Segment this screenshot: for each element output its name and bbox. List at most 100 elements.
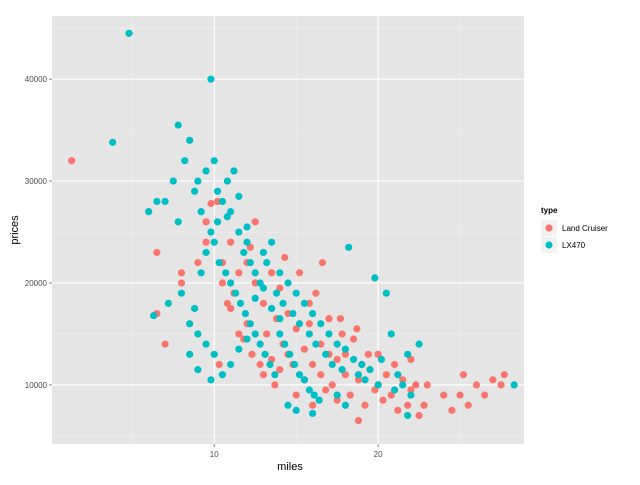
data-point bbox=[177, 289, 186, 297]
data-point bbox=[248, 350, 256, 358]
data-point bbox=[295, 269, 304, 277]
data-point bbox=[382, 371, 390, 379]
data-point bbox=[202, 248, 210, 257]
data-point bbox=[109, 138, 117, 146]
data-point bbox=[259, 371, 268, 379]
data-point bbox=[341, 371, 349, 379]
data-point bbox=[271, 371, 279, 379]
data-point bbox=[223, 177, 231, 185]
data-point bbox=[186, 136, 194, 144]
data-point bbox=[464, 401, 472, 409]
data-point bbox=[500, 371, 508, 379]
data-point bbox=[412, 381, 420, 389]
data-point bbox=[305, 386, 313, 394]
data-point bbox=[259, 284, 268, 292]
data-point bbox=[68, 157, 76, 165]
data-point bbox=[174, 121, 182, 129]
data-point bbox=[399, 376, 407, 384]
data-point bbox=[286, 350, 294, 358]
data-point bbox=[317, 371, 325, 379]
data-point bbox=[276, 366, 284, 374]
data-point bbox=[251, 294, 259, 302]
data-point bbox=[145, 208, 153, 216]
data-point bbox=[440, 391, 448, 399]
data-point bbox=[292, 406, 300, 414]
data-point bbox=[190, 187, 199, 195]
data-point bbox=[236, 299, 245, 307]
data-point bbox=[305, 320, 313, 328]
data-point bbox=[218, 197, 227, 206]
data-point bbox=[407, 386, 415, 394]
data-point bbox=[276, 284, 284, 292]
data-point bbox=[390, 360, 399, 369]
data-point bbox=[276, 330, 284, 338]
data-point bbox=[338, 330, 346, 338]
data-point bbox=[227, 360, 235, 369]
data-point bbox=[223, 299, 231, 307]
data-point bbox=[448, 406, 456, 414]
data-point bbox=[387, 391, 395, 399]
data-point bbox=[404, 350, 412, 358]
data-point bbox=[281, 253, 289, 262]
data-point bbox=[315, 396, 323, 404]
data-point bbox=[354, 416, 363, 425]
data-point bbox=[164, 299, 172, 307]
data-point bbox=[243, 335, 251, 343]
y-tick-label: 40000 bbox=[25, 75, 48, 84]
data-point bbox=[202, 340, 210, 348]
data-point bbox=[295, 371, 304, 379]
data-point bbox=[387, 330, 395, 338]
data-point bbox=[235, 330, 243, 338]
data-point bbox=[251, 330, 259, 338]
data-point bbox=[382, 289, 390, 297]
data-point bbox=[308, 401, 317, 409]
data-point bbox=[251, 218, 259, 226]
data-point bbox=[207, 75, 215, 83]
data-point bbox=[243, 238, 251, 246]
legend-swatch bbox=[545, 224, 553, 232]
data-point bbox=[197, 269, 205, 277]
y-tick-label: 30000 bbox=[25, 177, 48, 186]
data-point bbox=[284, 401, 292, 409]
data-point bbox=[190, 304, 199, 313]
x-tick-label: 10 bbox=[210, 450, 219, 459]
data-point bbox=[345, 243, 353, 251]
series-land-cruiser bbox=[68, 157, 508, 425]
data-point bbox=[186, 320, 194, 328]
data-point bbox=[341, 350, 349, 358]
data-point bbox=[354, 371, 363, 379]
x-axis-title: miles bbox=[277, 461, 303, 473]
legend-label: Land Cruiser bbox=[562, 224, 608, 233]
data-point bbox=[246, 259, 254, 267]
data-point bbox=[259, 248, 268, 257]
data-point bbox=[174, 218, 182, 226]
data-point bbox=[308, 360, 317, 369]
data-point bbox=[338, 366, 346, 374]
data-point bbox=[404, 411, 412, 420]
data-point bbox=[177, 279, 186, 287]
data-point bbox=[510, 381, 518, 389]
data-point bbox=[218, 371, 227, 379]
data-point bbox=[227, 208, 235, 216]
series-lx470 bbox=[109, 29, 518, 420]
legend-label: LX470 bbox=[562, 241, 586, 250]
data-point bbox=[374, 381, 382, 389]
axes: 10 20 10000 20000 30000 40000 bbox=[25, 75, 383, 459]
data-point bbox=[279, 299, 287, 307]
data-point bbox=[333, 391, 341, 399]
data-point bbox=[300, 376, 308, 384]
data-point bbox=[227, 304, 235, 313]
data-point bbox=[336, 315, 345, 323]
data-point bbox=[213, 218, 222, 226]
data-point bbox=[202, 238, 210, 246]
data-point bbox=[210, 157, 218, 165]
data-point bbox=[230, 167, 238, 175]
legend-title: type bbox=[541, 206, 558, 215]
data-point bbox=[207, 376, 215, 384]
data-point bbox=[472, 381, 481, 389]
data-point bbox=[349, 355, 358, 364]
data-point bbox=[310, 391, 318, 399]
data-point bbox=[259, 299, 268, 307]
data-point bbox=[169, 177, 177, 185]
data-point bbox=[266, 360, 274, 369]
